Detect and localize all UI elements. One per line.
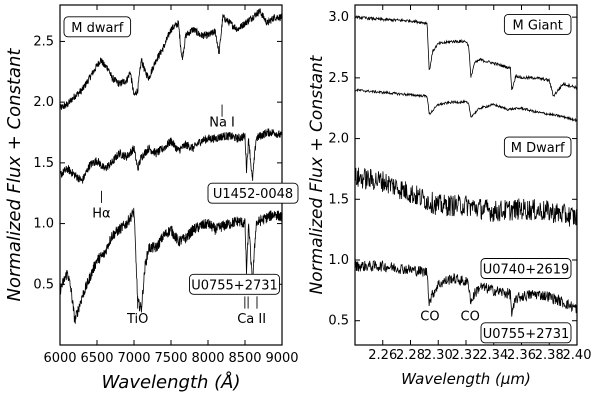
feature-annotation-co: CO xyxy=(420,310,439,325)
spectrum-line-u0755-2731 xyxy=(354,259,578,317)
y-tick-label: 0.5 xyxy=(33,277,54,292)
x-tick-label: 2.40 xyxy=(563,348,592,363)
spectrum-line-m-dwarf xyxy=(59,8,283,110)
label-text: U0755+2731 xyxy=(483,327,570,342)
feature-annotation-tio: TiO xyxy=(126,296,148,327)
x-tick-label: 6500 xyxy=(80,351,113,366)
x-tick-label: 2.38 xyxy=(535,348,564,363)
x-tick-label: 6000 xyxy=(43,351,76,366)
y-tick-label: 2.0 xyxy=(328,132,349,147)
spectrum-line-m-dwarf xyxy=(354,88,578,123)
spectrum-line-u0740-2619 xyxy=(354,167,578,227)
y-tick-label: 1.0 xyxy=(33,217,54,232)
label-text: M Giant xyxy=(513,18,563,33)
y-tick-label: 2.5 xyxy=(33,34,54,49)
feature-label: CO xyxy=(461,310,480,325)
x-tick-label: 2.34 xyxy=(479,348,508,363)
series-label-u1452-0048: U1452-0048 xyxy=(207,182,299,204)
right-panel: 2.262.282.302.322.342.362.382.40 0.5 1.0 1.… xyxy=(307,4,591,388)
feature-label: Hα xyxy=(92,207,110,222)
label-text: U0755+2731 xyxy=(191,278,278,293)
right-series-group xyxy=(354,15,578,317)
label-box xyxy=(207,182,299,204)
left-annotations: M dwarf U1452-0048 U0755+2731 Na I Hα TiO Ca I… xyxy=(63,16,299,327)
y-tick-label: 2.0 xyxy=(33,95,54,110)
series-label-m-dwarf: M Dwarf xyxy=(503,136,572,158)
series-label-u0755-2731: U0755+2731 xyxy=(189,273,280,295)
feature-annotation-ca-ii: Ca II xyxy=(237,296,266,327)
feature-annotation-co: CO xyxy=(461,310,480,325)
right-y-axis-label: Normalized Flux + Constant xyxy=(307,54,327,294)
label-text: U1452-0048 xyxy=(213,187,293,202)
left-axis-ticks: 6000 6500 7000 7500 8000 8500 9000 0.5 1.0 1.5 2.0… xyxy=(33,5,299,366)
y-tick-label: 3.0 xyxy=(328,10,349,25)
spectrum-line-m-giant xyxy=(354,15,578,97)
x-tick-label: 2.28 xyxy=(396,348,425,363)
x-tick-label: 7500 xyxy=(154,351,187,366)
right-axis-ticks: 2.262.282.302.322.342.362.382.40 0.5 1.0 1.… xyxy=(328,5,591,363)
label-box xyxy=(189,273,280,295)
label-box xyxy=(480,322,572,344)
y-tick-label: 1.0 xyxy=(328,253,349,268)
series-label-m-giant: M Giant xyxy=(503,13,572,35)
y-tick-label: 1.5 xyxy=(328,192,349,207)
label-box xyxy=(480,258,572,279)
label-text: M dwarf xyxy=(71,21,124,36)
label-box xyxy=(503,13,572,35)
x-tick-label: 8000 xyxy=(191,351,224,366)
label-text: M Dwarf xyxy=(511,141,565,156)
x-tick-label: 2.36 xyxy=(507,348,536,363)
y-tick-label: 1.5 xyxy=(33,156,54,171)
x-tick-label: 2.32 xyxy=(452,348,481,363)
label-box xyxy=(503,136,572,158)
right-x-axis-label: Wavelength (μm) xyxy=(401,370,531,388)
x-tick-label: 7000 xyxy=(117,351,150,366)
x-tick-label: 9000 xyxy=(265,351,298,366)
x-tick-label: 2.26 xyxy=(368,348,397,363)
label-text: U0740+2619 xyxy=(483,263,570,278)
x-tick-label: 2.30 xyxy=(424,348,453,363)
feature-label: CO xyxy=(420,310,439,325)
feature-label: TiO xyxy=(126,312,148,327)
y-tick-label: 2.5 xyxy=(328,71,349,86)
feature-label: Ca II xyxy=(237,312,266,327)
y-tick-label: 0.5 xyxy=(328,314,349,329)
feature-annotation-na-i: Na I xyxy=(209,104,235,130)
series-label-u0740-2619: U0740+2619 xyxy=(480,258,572,279)
feature-label: Na I xyxy=(209,115,235,130)
left-x-axis-label: Wavelength (Å) xyxy=(101,371,240,393)
series-label-u0755-2731: U0755+2731 xyxy=(480,322,572,344)
x-tick-label: 8500 xyxy=(228,351,261,366)
spectrum-line-u0755-2731 xyxy=(59,207,283,324)
series-label-m-dwarf: M dwarf xyxy=(63,16,132,38)
left-y-axis-label: Normalized Flux + Constant xyxy=(4,48,25,302)
left-panel: 6000 6500 7000 7500 8000 8500 9000 0.5 1.0 1.5 2.0… xyxy=(4,4,299,393)
left-series-group xyxy=(59,8,283,324)
feature-annotation-h-: Hα xyxy=(92,190,111,222)
label-box xyxy=(63,16,132,38)
spectrum-line-u1452-0048 xyxy=(59,128,283,184)
